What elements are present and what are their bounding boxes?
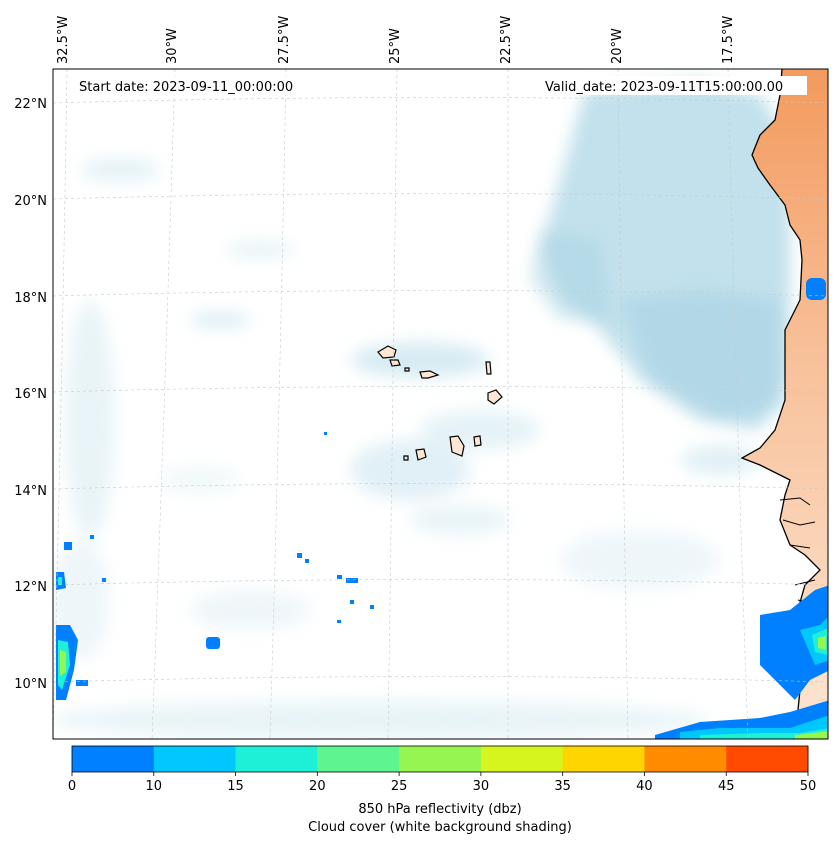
colorbar-label: 850 hPa reflectivity (dbz)	[358, 802, 521, 817]
map-frame	[52, 68, 829, 740]
colorbar-tick-label: 35	[554, 779, 571, 794]
gridlines	[53, 69, 828, 739]
lat-label: 18°N	[14, 291, 47, 306]
colorbar-segment	[726, 746, 809, 772]
lat-label: 10°N	[14, 677, 47, 692]
lat-label: 14°N	[14, 484, 47, 499]
colorbar-segment	[317, 746, 400, 772]
colorbar-segment	[399, 746, 482, 772]
colorbar-tick-label: 25	[391, 779, 408, 794]
colorbar-segment	[562, 746, 645, 772]
country-borders	[779, 497, 821, 606]
cape-verde-islands	[377, 345, 503, 461]
coastline	[740, 69, 821, 739]
lat-label: 16°N	[14, 387, 47, 402]
colorbar-sublabel: Cloud cover (white background shading)	[308, 820, 572, 835]
lat-label: 20°N	[14, 194, 47, 209]
lon-label: 30°W	[165, 28, 180, 64]
map-panel	[53, 69, 828, 739]
colorbar-segments	[72, 746, 809, 772]
colorbar-segment	[235, 746, 318, 772]
lon-label: 20°W	[610, 28, 625, 64]
colorbar-tick-label: 15	[227, 779, 244, 794]
lon-label: 17.5°W	[721, 16, 736, 64]
lon-label: 27.5°W	[277, 16, 292, 64]
colorbar-tick-label: 50	[800, 779, 817, 794]
colorbar-segment	[480, 746, 564, 772]
lon-label: 22.5°W	[499, 16, 514, 64]
start-date-box	[74, 76, 310, 95]
lat-label: 22°N	[14, 97, 47, 112]
start-date-label: Start date: 2023-09-11_00:00:00	[79, 80, 293, 95]
lon-label: 25°W	[388, 28, 403, 64]
colorbar-ticks: 0 10 15 20 25 30 35 40 45 50	[68, 772, 816, 794]
land-reflectivity-patch	[806, 278, 826, 300]
colorbar-tick-label: 40	[636, 779, 653, 794]
reflectivity-patches	[56, 432, 828, 739]
colorbar-segment	[153, 746, 237, 772]
colorbar-tick-label: 0	[68, 779, 76, 794]
colorbar: 0 10 15 20 25 30 35 40 45 50 850 hPa reflectivity…	[68, 745, 816, 835]
colorbar-tick-label: 10	[146, 779, 163, 794]
cloud-cover-shading	[53, 80, 790, 739]
longitude-labels: 32.5°W 30°W 27.5°W 25°W 22.5°W 20°W 17.5…	[56, 16, 736, 64]
colorbar-tick-label: 20	[309, 779, 326, 794]
colorbar-segment	[72, 746, 155, 772]
colorbar-segment	[644, 746, 727, 772]
valid-date-label: Valid_date: 2023-09-11T15:00:00.00	[545, 80, 783, 95]
colorbar-tick-label: 45	[718, 779, 735, 794]
africa-landmass	[742, 69, 828, 739]
latitude-labels: 22°N 20°N 18°N 16°N 14°N 12°N 10°N	[14, 97, 47, 692]
lon-label: 32.5°W	[56, 16, 71, 64]
lat-label: 12°N	[14, 580, 47, 595]
valid-date-box	[540, 76, 807, 95]
colorbar-tick-label: 30	[473, 779, 490, 794]
colorbar-frame	[71, 745, 809, 773]
